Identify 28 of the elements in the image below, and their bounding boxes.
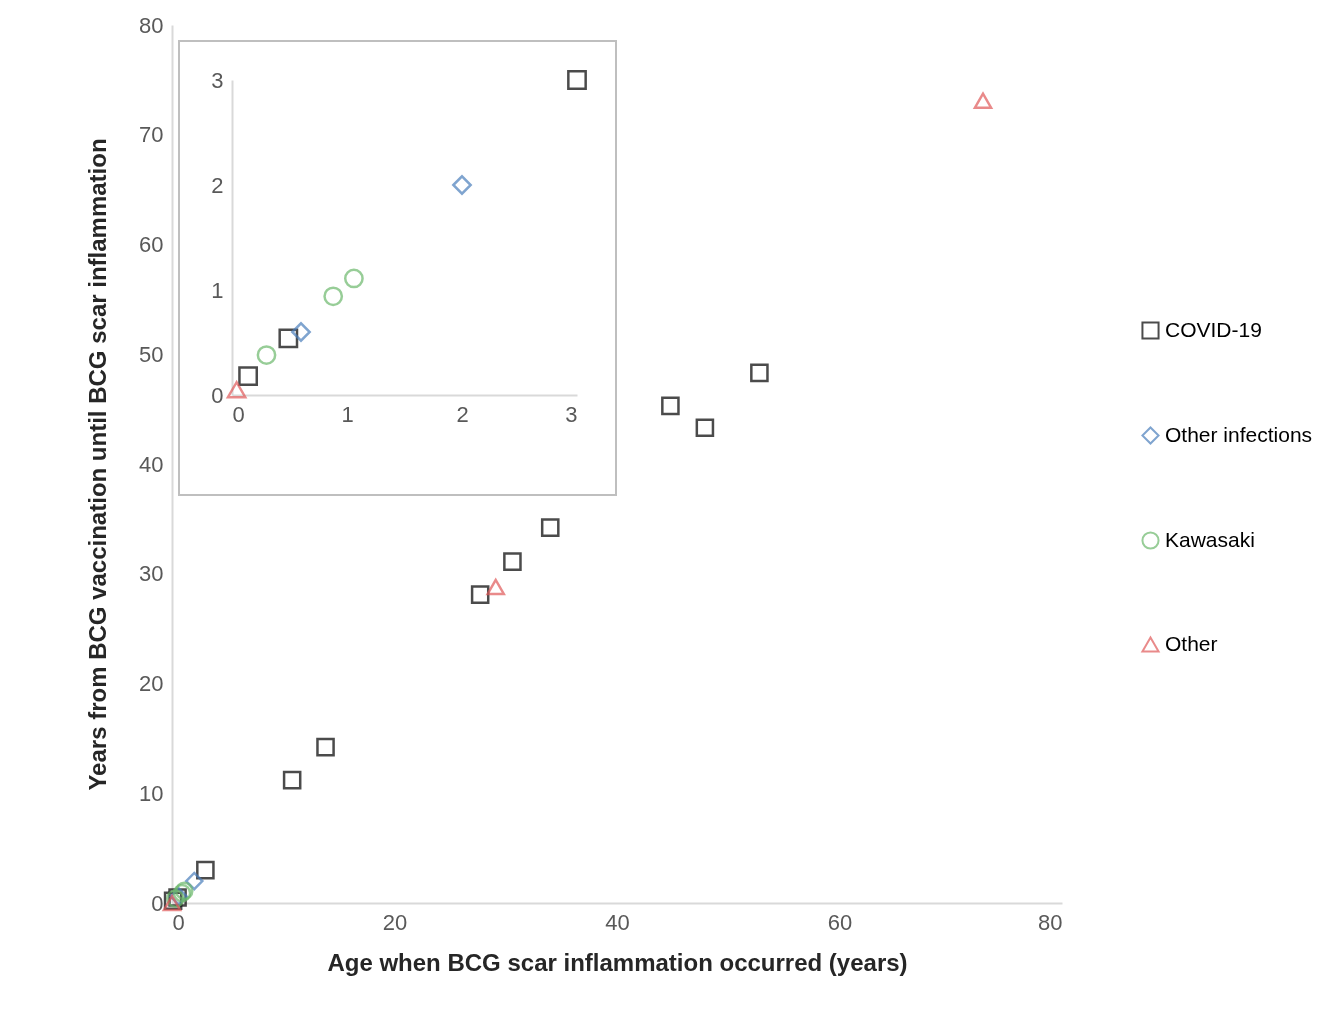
y-tick-label: 40 (139, 451, 164, 477)
x-tick-label: 60 (827, 909, 853, 935)
x-axis-title: Age when BCG scar inflammation occurred (years) (327, 948, 908, 976)
legend-label: Other (1165, 631, 1218, 655)
y-tick-label: 60 (139, 232, 164, 257)
x-tick-label: 0 (172, 909, 185, 935)
y-tick-label: 20 (139, 671, 164, 696)
legend-label: Other infections (1165, 422, 1313, 446)
y-tick-label: 70 (139, 122, 164, 148)
y-tick-label: 2 (211, 172, 224, 198)
y-tick-label: 50 (139, 341, 164, 367)
x-tick-label: 40 (605, 909, 630, 935)
y-tick-label: 1 (211, 277, 224, 303)
legend-label: COVID-19 (1165, 317, 1262, 341)
y-tick-label: 80 (139, 12, 164, 38)
x-tick-label: 3 (565, 401, 578, 427)
y-tick-label: 0 (211, 382, 224, 408)
y-axis-title: Years from BCG vaccination until BCG scar inflammation (84, 138, 112, 791)
x-tick-label: 1 (341, 401, 354, 427)
y-tick-label: 3 (211, 67, 224, 93)
x-tick-label: 2 (456, 401, 469, 427)
y-tick-label: 0 (151, 890, 164, 916)
x-tick-label: 80 (1038, 909, 1063, 935)
legend-label: Kawasaki (1165, 527, 1255, 551)
y-tick-label: 30 (139, 561, 164, 587)
y-tick-label: 10 (139, 780, 164, 806)
x-tick-label: 20 (382, 909, 408, 935)
x-tick-label: 0 (232, 401, 245, 427)
